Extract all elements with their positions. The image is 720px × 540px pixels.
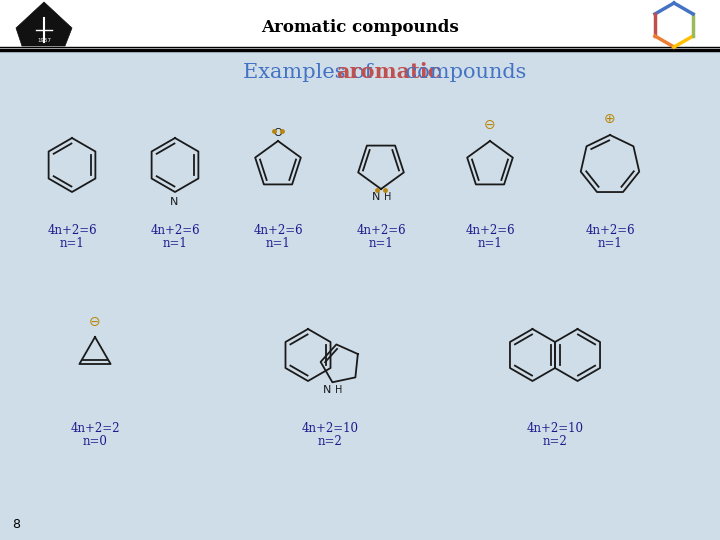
- Text: ⊖: ⊖: [484, 118, 496, 132]
- Text: N: N: [372, 192, 380, 202]
- Text: ⊕: ⊕: [604, 112, 616, 126]
- Text: 4n+2=2: 4n+2=2: [71, 422, 120, 435]
- Text: N: N: [323, 385, 331, 395]
- Text: 1957: 1957: [37, 38, 51, 43]
- Text: n=1: n=1: [163, 237, 187, 250]
- Text: n=1: n=1: [369, 237, 393, 250]
- Text: n=1: n=1: [60, 237, 84, 250]
- Text: n=2: n=2: [318, 435, 343, 448]
- Text: 8: 8: [12, 518, 20, 531]
- Text: H: H: [336, 385, 343, 395]
- Text: 4n+2=10: 4n+2=10: [526, 422, 583, 435]
- Text: 4n+2=6: 4n+2=6: [48, 224, 96, 237]
- Text: n=1: n=1: [266, 237, 290, 250]
- Text: 4n+2=6: 4n+2=6: [465, 224, 515, 237]
- Text: n=1: n=1: [477, 237, 503, 250]
- Text: n=0: n=0: [83, 435, 107, 448]
- Text: H: H: [384, 192, 392, 202]
- Text: aromatic: aromatic: [337, 62, 441, 82]
- Text: Examples of: Examples of: [243, 63, 379, 82]
- Text: 4n+2=6: 4n+2=6: [585, 224, 635, 237]
- Text: n=1: n=1: [598, 237, 622, 250]
- Text: 4n+2=6: 4n+2=6: [253, 224, 303, 237]
- Text: ⊖: ⊖: [89, 315, 101, 329]
- Text: O: O: [274, 128, 282, 138]
- Text: 4n+2=6: 4n+2=6: [150, 224, 200, 237]
- Text: Aromatic compounds: Aromatic compounds: [261, 18, 459, 36]
- Text: n=2: n=2: [543, 435, 567, 448]
- Text: N: N: [170, 197, 178, 207]
- Polygon shape: [16, 2, 72, 46]
- Text: 4n+2=6: 4n+2=6: [356, 224, 406, 237]
- Text: 4n+2=10: 4n+2=10: [302, 422, 359, 435]
- Bar: [0, 0, 720, 50]
- Text: compounds: compounds: [399, 63, 526, 82]
